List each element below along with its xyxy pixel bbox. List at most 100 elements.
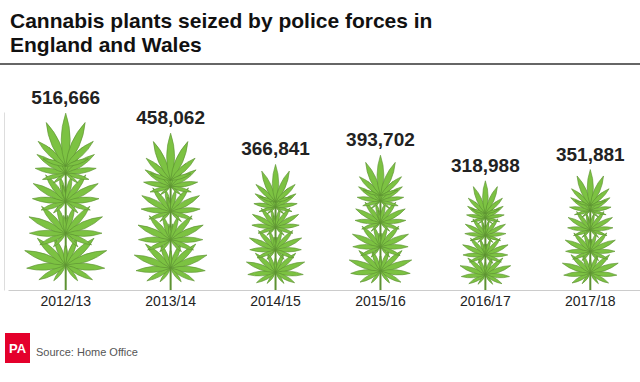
leaflet — [274, 212, 299, 229]
x-tick-label: 2015/16 — [355, 293, 406, 309]
leaflet — [485, 274, 494, 285]
x-tick-label: 2012/13 — [40, 293, 91, 309]
fan-leaf — [570, 170, 610, 208]
leaflet — [589, 187, 611, 207]
background — [0, 0, 640, 382]
leaflet — [485, 208, 500, 215]
x-tick-label: 2014/15 — [250, 293, 301, 309]
fan-leaf — [358, 155, 403, 197]
plant-bar — [557, 170, 624, 290]
plant-bar — [127, 133, 214, 290]
fan-leaf — [467, 181, 504, 215]
leaflet — [485, 254, 494, 264]
plant-bar — [455, 181, 516, 290]
leaflet — [380, 200, 390, 209]
leaflet — [65, 157, 89, 168]
x-tick-label: 2016/17 — [460, 293, 511, 309]
leaflet — [169, 267, 182, 283]
leaflet — [484, 223, 506, 238]
leaflet — [170, 239, 183, 253]
fan-leaf — [268, 246, 310, 289]
leaflet — [379, 175, 403, 198]
leaflet — [589, 272, 599, 284]
leaflet — [590, 250, 609, 261]
leaflet — [65, 231, 93, 247]
x-tick: 2016/17 — [460, 290, 511, 309]
title-line: England and Wales — [10, 33, 202, 56]
title: Cannabis plants seized by police forces … — [10, 9, 432, 56]
leaflet — [380, 246, 391, 258]
leaflet — [273, 170, 292, 203]
leaflet — [589, 216, 613, 232]
x-tick-label: 2013/14 — [145, 293, 196, 309]
leaflet — [275, 195, 292, 203]
data-label: 366,841 — [241, 138, 310, 159]
leaflet — [485, 235, 494, 243]
x-tick: 2012/13 — [40, 290, 91, 309]
leaflet — [62, 121, 89, 168]
leaflet — [64, 264, 79, 282]
leaflet — [484, 197, 504, 215]
x-tick: 2014/15 — [250, 290, 301, 309]
leaflet — [380, 189, 398, 198]
leaflet — [275, 226, 285, 236]
y-axis — [4, 113, 5, 291]
leaflet — [380, 269, 402, 283]
fan-leaf — [373, 243, 418, 290]
leaflet — [589, 272, 609, 285]
x-axis-line — [9, 290, 640, 291]
leaflet — [170, 211, 183, 223]
fan-leaf — [254, 164, 296, 203]
fan-leaf — [36, 113, 95, 168]
leaflet — [380, 222, 391, 232]
source: Source: Home Office — [36, 346, 138, 358]
leaflet — [169, 193, 201, 214]
leaflet — [65, 232, 79, 247]
leaflet — [378, 161, 398, 197]
leaflet — [169, 156, 197, 182]
plant-bar — [343, 155, 418, 290]
leaflet — [275, 249, 285, 260]
data-label: 458,062 — [136, 107, 205, 128]
leaflet — [64, 214, 104, 237]
plant-bar — [17, 113, 115, 290]
leaflet — [170, 238, 195, 252]
leaflet — [275, 206, 285, 214]
fan-leaf — [162, 235, 214, 289]
leaflet — [65, 172, 79, 184]
leaflet — [64, 139, 96, 169]
y-axis-line — [4, 113, 5, 291]
x-tick: 2015/16 — [355, 290, 406, 309]
fan-leaf — [56, 228, 115, 289]
fan-leaf — [583, 248, 623, 290]
leaflet — [590, 210, 599, 218]
leaflet — [170, 186, 182, 196]
leaflet — [380, 245, 401, 257]
x-tick-label: 2017/18 — [565, 293, 616, 309]
leaflet — [485, 273, 503, 285]
leaflet — [169, 222, 204, 242]
leaflet — [589, 238, 616, 254]
leaflet — [379, 207, 406, 225]
leaflet — [590, 229, 600, 238]
leaflet — [485, 243, 509, 257]
chart: Cannabis plants seized by police forces … — [0, 0, 640, 382]
leaflet — [590, 199, 606, 207]
leaflet — [64, 263, 93, 282]
leaflet — [275, 271, 296, 285]
x-axis: 2012/13 2013/14 2014/15 2015/16 2016/17 2017/… — [9, 290, 640, 309]
title-line: Cannabis plants seized by police forces … — [10, 9, 432, 32]
plant-bar — [241, 164, 311, 290]
title-rule — [0, 63, 640, 65]
leaflet — [588, 175, 606, 207]
leaflet — [275, 248, 295, 259]
data-label: 393,702 — [346, 129, 415, 150]
data-label: 351,881 — [556, 144, 625, 165]
leaflet — [274, 183, 297, 204]
leaflet — [65, 201, 79, 214]
leaflet — [170, 266, 196, 283]
leaflet — [275, 272, 285, 284]
leaflet — [167, 140, 191, 182]
leaflet — [170, 172, 191, 182]
data-label: 516,666 — [31, 87, 100, 108]
